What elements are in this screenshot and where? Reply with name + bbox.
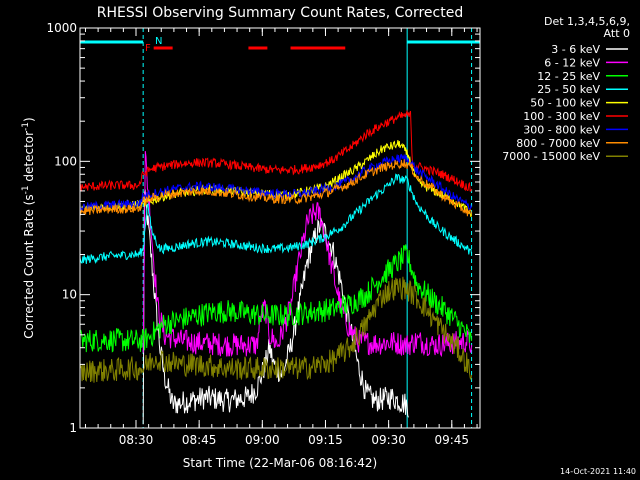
y-tick-label-0: 1: [69, 421, 77, 435]
legend-label-4: 50 - 100 keV: [530, 97, 600, 110]
chart-title: RHESSI Observing Summary Count Rates, Co…: [97, 5, 463, 21]
legend-label-2: 12 - 25 keV: [537, 70, 600, 83]
y-label-part3: ): [22, 117, 36, 122]
legend-label-7: 800 - 7000 keV: [516, 137, 600, 150]
legend-label-3: 25 - 50 keV: [537, 83, 600, 96]
y-tick-label-2: 100: [54, 154, 77, 168]
x-tick-label-3: 09:15: [308, 433, 343, 447]
timestamp: 14-Oct-2021 11:40: [560, 467, 636, 476]
y-label-part1: Corrected Count Rate (s: [22, 194, 36, 338]
series-group: [80, 28, 480, 428]
y-label-sup2: -1: [21, 122, 31, 131]
legend-label-8: 7000 - 15000 keV: [502, 150, 600, 163]
plot-area: [80, 28, 480, 428]
x-axis-label: Start Time (22-Mar-06 08:16:42): [183, 456, 377, 470]
legend-label-6: 300 - 800 keV: [523, 123, 600, 136]
legend-label-1: 6 - 12 keV: [544, 56, 600, 69]
series-line-8: [80, 276, 473, 383]
x-axis: 08:30 08:45 09:00 09:15 09:30 09:45: [84, 28, 478, 447]
x-tick-label-2: 09:00: [245, 433, 280, 447]
y-axis: 1 10 100 1000: [46, 21, 480, 435]
x-tick-label-0: 08:30: [119, 433, 154, 447]
series-line-3: [80, 173, 473, 265]
x-tick-label-4: 09:30: [371, 433, 406, 447]
series-line-5: [80, 109, 473, 192]
y-tick-label-1: 10: [62, 288, 77, 302]
x-tick-label-1: 08:45: [182, 433, 217, 447]
y-axis-label: Corrected Count Rate (s-1 detector-1): [21, 117, 36, 338]
y-tick-label-3: 1000: [46, 21, 77, 35]
legend-label-0: 3 - 6 keV: [551, 43, 600, 56]
series-line-7: [80, 159, 473, 217]
flag-label-n: N: [155, 36, 162, 47]
x-tick-label-5: 09:45: [434, 433, 469, 447]
flag-label-f: F: [145, 43, 151, 54]
series-line-2: [80, 244, 473, 353]
plot-frame: [79, 27, 481, 429]
legend-label-5: 100 - 300 keV: [523, 110, 600, 123]
series-line-1: [142, 151, 473, 358]
y-label-part2: detector: [22, 131, 36, 186]
legend-header-detectors: Det 1,3,4,5,6,9,: [544, 15, 630, 28]
legend-header-attenuator: Att 0: [604, 27, 630, 40]
y-label-sup1: -1: [21, 185, 31, 194]
series-line-6: [80, 153, 473, 212]
